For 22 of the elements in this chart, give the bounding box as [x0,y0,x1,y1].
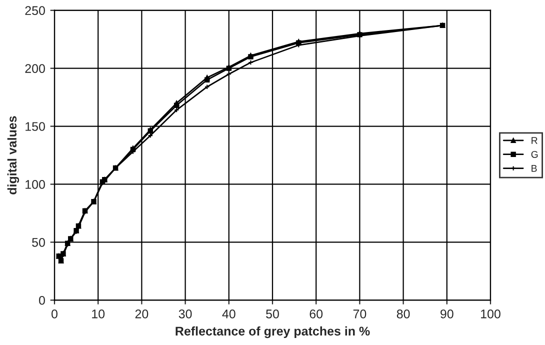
legend-label: B [532,165,537,172]
y-tick-label: 200 [25,64,45,73]
x-tick-label: 70 [353,310,366,318]
y-axis-title: digital values [7,116,20,194]
x-tick-label: 60 [310,310,323,318]
x-axis-title: Reflectance of grey patches in % [176,326,370,338]
x-tick-label: 80 [396,310,410,318]
x-tick-label: 0 [52,310,58,318]
x-tick-label: 10 [92,310,105,318]
x-tick-label: 20 [135,310,148,318]
y-tick-label: 50 [32,238,45,247]
y-tick-label: 0 [39,296,45,305]
y-tick-label: 100 [26,180,45,189]
x-tick-label: 50 [266,310,279,318]
legend-label: R [532,137,538,144]
y-tick-label: 150 [26,122,45,131]
x-tick-label: 90 [440,310,454,318]
y-tick-label: 250 [25,6,45,15]
x-tick-label: 40 [222,310,236,318]
legend-label: G [531,150,538,158]
x-tick-label: 100 [481,310,500,318]
x-tick-label: 30 [178,310,192,318]
